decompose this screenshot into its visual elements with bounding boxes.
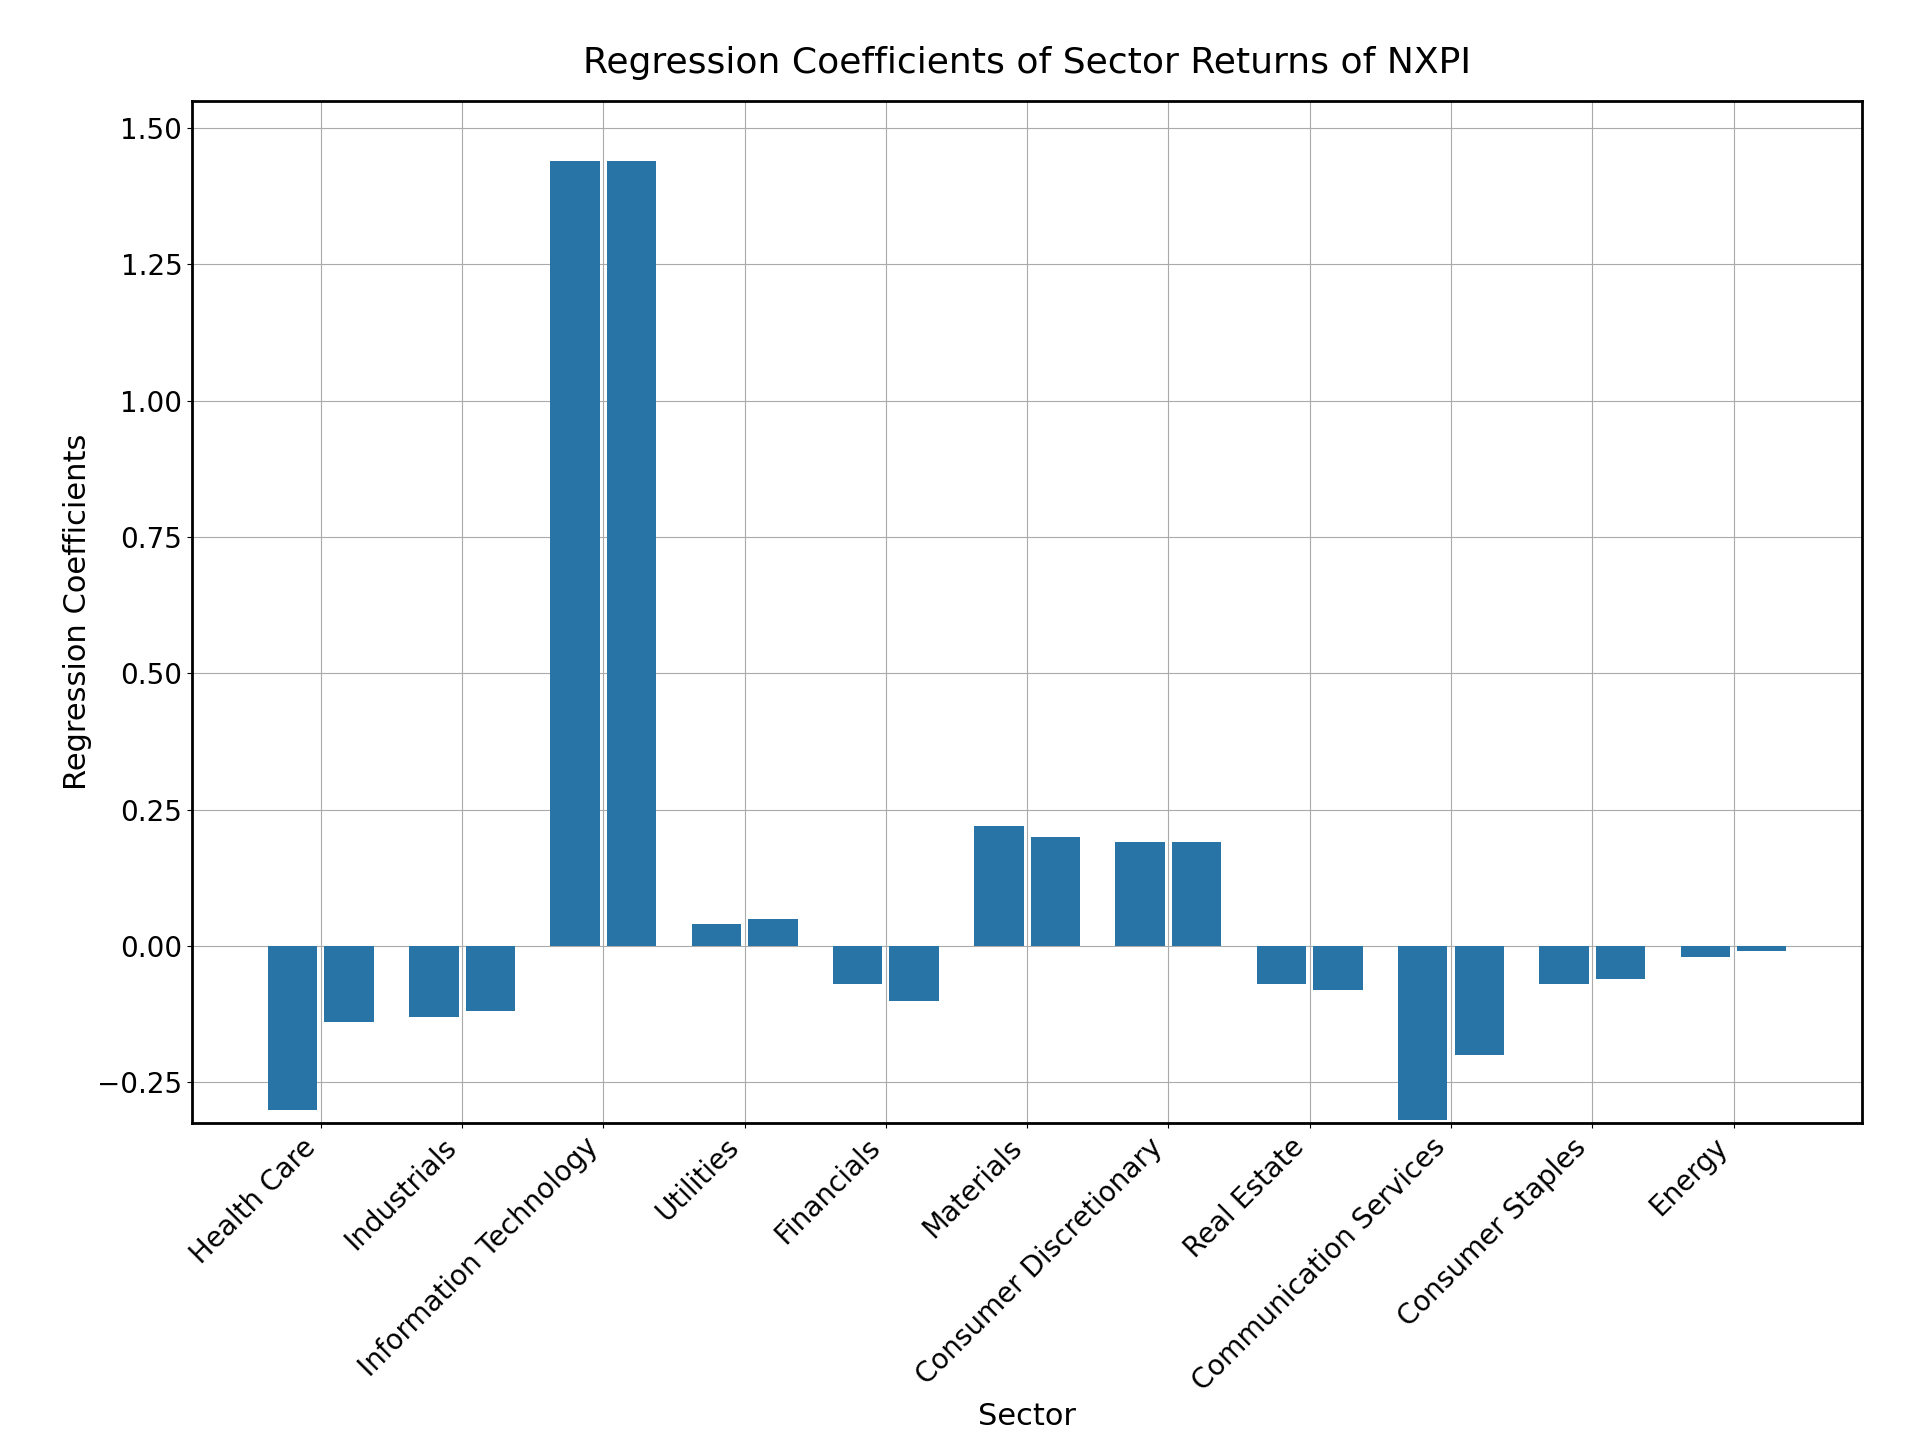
Bar: [833, 946, 883, 984]
Bar: [269, 946, 317, 1110]
X-axis label: Sector: Sector: [977, 1403, 1077, 1431]
Bar: [1258, 946, 1306, 984]
Bar: [1738, 946, 1786, 952]
Y-axis label: Regression Coefficients: Regression Coefficients: [63, 433, 92, 791]
Bar: [1031, 837, 1081, 946]
Bar: [607, 161, 657, 946]
Bar: [973, 827, 1023, 946]
Bar: [1116, 842, 1165, 946]
Bar: [467, 946, 515, 1011]
Bar: [1171, 842, 1221, 946]
Bar: [749, 919, 797, 946]
Bar: [409, 946, 459, 1017]
Bar: [551, 161, 599, 946]
Bar: [1313, 946, 1363, 989]
Bar: [691, 924, 741, 946]
Bar: [889, 946, 939, 1001]
Bar: [1596, 946, 1645, 979]
Bar: [1398, 946, 1448, 1120]
Bar: [324, 946, 374, 1022]
Bar: [1455, 946, 1503, 1056]
Title: Regression Coefficients of Sector Returns of NXPI: Regression Coefficients of Sector Return…: [584, 46, 1471, 81]
Bar: [1680, 946, 1730, 958]
Bar: [1540, 946, 1588, 984]
